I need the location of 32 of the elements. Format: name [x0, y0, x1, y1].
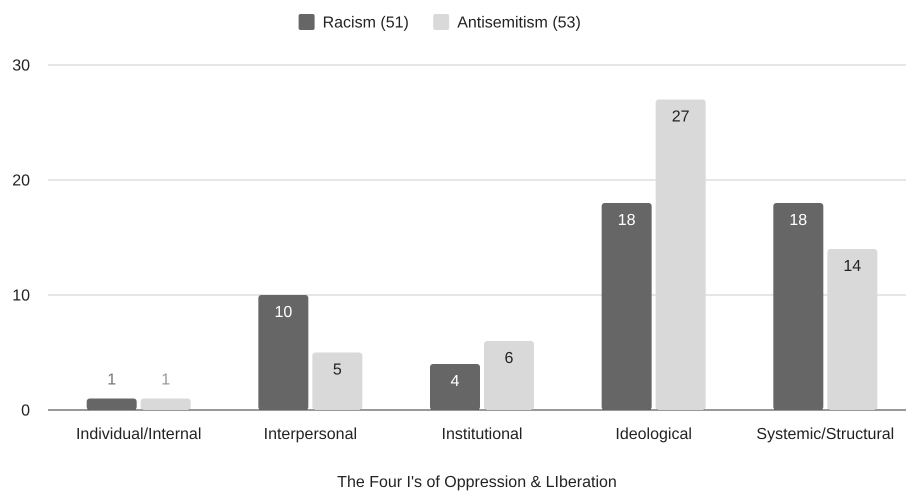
y-tick-label: 20 — [12, 172, 30, 190]
data-label: 10 — [274, 304, 292, 321]
x-tick-label: Individual/Internal — [76, 426, 202, 443]
x-tick-label: Interpersonal — [264, 426, 358, 443]
data-label: 18 — [789, 212, 808, 229]
x-axis-title: The Four I's of Oppression & LIberation — [337, 474, 617, 491]
data-label: 18 — [618, 212, 636, 229]
y-tick-label: 30 — [12, 58, 30, 75]
data-label: 27 — [672, 108, 690, 126]
bar — [430, 364, 480, 410]
bar — [827, 249, 878, 410]
bar — [312, 352, 362, 410]
data-label: 5 — [332, 362, 342, 378]
bar — [86, 398, 137, 410]
bar — [773, 203, 824, 410]
x-tick-label: Ideological — [615, 426, 692, 443]
data-label: 1 — [107, 372, 116, 388]
bar — [602, 203, 652, 410]
x-tick-label: Institutional — [442, 426, 522, 443]
x-tick-label: Systemic/Structural — [756, 426, 894, 443]
data-label: 4 — [450, 373, 460, 390]
bar — [656, 100, 706, 410]
legend-label: Antisemitism (53) — [457, 14, 581, 32]
data-label: 14 — [843, 258, 862, 275]
bar — [258, 295, 308, 410]
legend-label: Racism (51) — [322, 14, 409, 32]
bar — [484, 341, 534, 410]
bar — [140, 398, 191, 410]
data-label: 1 — [161, 372, 170, 388]
y-tick-label: 10 — [12, 288, 30, 305]
y-tick-label: 0 — [21, 402, 30, 420]
data-label: 6 — [504, 350, 514, 367]
